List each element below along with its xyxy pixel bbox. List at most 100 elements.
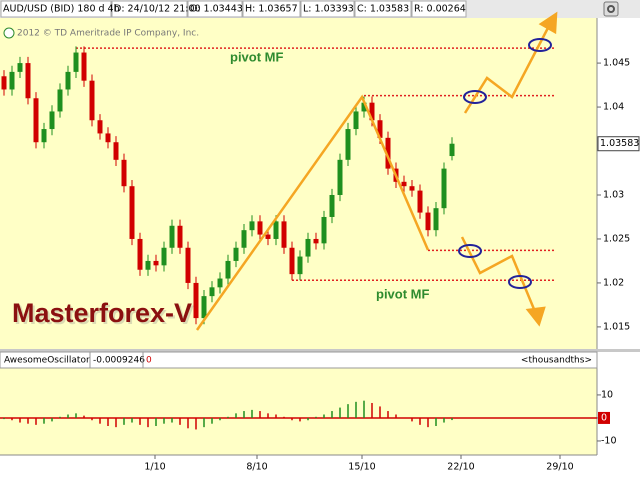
x-tick-label: 15/10 [348,462,375,473]
y-tick-label: 1.02 [603,277,624,288]
annotation: pivot MF [376,286,429,301]
candle-body [81,52,87,81]
last-price-label: 1.03583 [600,138,639,149]
candle-body [217,278,223,288]
candle-body [89,80,95,121]
candle-body [425,212,431,231]
candle-body [369,102,375,121]
candle-body [185,247,191,283]
candle-body [97,120,103,134]
copyright: 2012 © TD Ameritrade IP Company, Inc. [17,29,199,39]
oscillator-header [0,351,598,369]
trend-line [195,94,430,331]
field [411,0,467,18]
y-tick-label: 0 [601,412,607,423]
annotation: pivot MF [230,49,283,64]
y-tick-label: 1.025 [603,233,630,244]
candle-body [145,260,151,270]
candle-body [449,143,455,157]
candle-body [249,221,255,231]
high: H: 1.03657 [245,4,298,15]
level-box [598,411,610,424]
x-tick-label: 8/10 [246,462,267,473]
panel-divider [0,349,640,352]
last-price-box [597,136,640,152]
field [111,0,188,18]
candle-body [337,159,343,195]
price-axis [597,18,640,455]
candle-body [1,76,7,90]
candle-body [305,238,311,257]
y-tick-label: 1.03 [603,189,624,200]
candle-body [401,181,407,187]
indicator-level: 0 [146,356,152,366]
x-tick-label: 29/10 [546,462,573,473]
range: R: 0.00264 [414,4,466,15]
oscillator-panel [0,368,597,455]
candle-body [433,208,439,231]
candle-body [241,230,247,248]
info-icon[interactable] [3,27,15,39]
candle-body [137,238,143,270]
indicator-name: AwesomeOscillator [4,356,90,366]
candle-body [9,71,15,90]
candle-body [321,216,327,244]
candle-body [41,129,47,143]
x-tick-label: 1/10 [144,462,165,473]
candle-body [57,89,63,112]
highlights [458,38,552,289]
settings-button[interactable] [603,1,619,17]
info-fields [0,0,467,18]
y-tick-label: 1.015 [603,321,630,332]
watermark-shadow: Masterforex-V [14,300,194,330]
x-tick-label: 22/10 [447,462,474,473]
candle-body [313,238,319,244]
settings-icon [607,5,615,13]
candle-body [345,129,351,160]
candle-body [177,225,183,248]
candle-body [281,221,287,248]
price-panel [0,18,597,349]
candle-body [105,133,111,143]
candle-body [193,282,199,319]
candle-body [153,260,159,266]
candle-body [65,71,71,90]
candle-body [201,296,207,319]
candle-body [129,186,135,239]
indicator-readout: -0.0009246 [93,356,145,366]
date-axis [0,455,640,480]
candle-body [49,111,55,130]
open: O: 1.03443 [190,4,243,15]
candle-body [329,194,335,217]
candle-body [121,159,127,187]
forecast-drawing [195,11,558,331]
highlight-ellipse [458,244,482,258]
arrowhead [538,11,558,35]
candle-body [209,287,215,297]
candle-body [273,221,279,239]
indicator-units: <thousandths> [521,356,592,366]
highlight-ellipse [463,90,487,104]
candle-body [225,260,231,279]
field [187,0,243,18]
candle-body [417,190,423,213]
candle-body [265,234,271,239]
y-tick-label: 10 [601,389,613,400]
forecast-up [463,23,552,114]
candle-body [409,186,415,191]
candle-body [385,137,391,169]
low: L: 1.03393 [303,4,354,15]
forecast-down [460,236,538,315]
field [300,0,355,18]
field [354,0,412,18]
highlight-ellipse [528,38,552,52]
candle-body [33,98,39,143]
arrowhead [525,306,546,327]
candle-body [441,168,447,209]
candle-body [73,52,79,72]
candle-body [233,247,239,261]
close: C: 1.03583 [357,4,409,15]
date: D: 24/10/12 21:00 [114,4,201,15]
candle-body [257,221,263,235]
